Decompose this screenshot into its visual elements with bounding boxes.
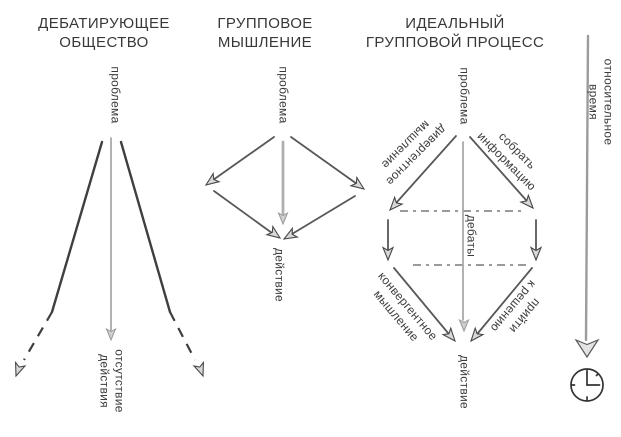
arrowhead [575,339,599,358]
arrowhead [280,227,298,244]
panel1-title-line2: ОБЩЕСТВО [59,34,149,51]
panel2-title: ГРУППОВОЕ МЫШЛЕНИЕ [217,14,312,52]
panel3-outcome-label: действие [457,354,472,410]
diamond-bottom-right [291,195,356,235]
panel2-outcome-label: действие [272,247,287,303]
panel1-outcome-label: отсутствие действия [98,349,127,413]
convergent-arrow [393,267,449,334]
panel1-title: ДЕБАТИРУЮЩЕЕ ОБЩЕСТВО [38,14,170,52]
panel-groupthink-arrows [202,136,368,244]
panel2-title-line1: ГРУППОВОЕ [217,15,313,32]
arrowhead [350,177,368,194]
panel1-title-line1: ДЕБАТИРУЮЩЕЕ [38,15,170,32]
relative-time-label: относительное время [587,58,616,146]
panel1-problem-label: проблема [108,66,123,124]
gather-info-arrow [469,136,527,201]
panel2-title-line2: МЫШЛЕНИЕ [217,34,313,51]
diverge-right-line [119,140,172,314]
arrowhead [193,361,209,379]
panel-debating-society-arrows [10,137,209,379]
panel-ideal-process-arrows [382,135,542,345]
arrowhead [202,173,220,190]
debate-label: дебаты [464,214,479,258]
arrowhead [10,361,26,379]
arrowhead [266,226,284,243]
diverge-right-dashed [169,311,196,361]
panel2-problem-label: проблема [276,66,291,124]
time-line [584,34,590,342]
diverge-left-line [50,140,104,314]
panel3-problem-label: проблема [457,67,472,125]
clock-icon [570,368,604,402]
diamond-top-left [212,136,275,181]
diamond-top-right [290,136,358,185]
panel3-title-line1: ИДЕАЛЬНЫЙ [405,15,505,32]
diverge-left-dashed [23,311,53,361]
panel3-title-line2: ГРУППОВОЙ ПРОЦЕСС [365,34,545,51]
divergent-arrow [396,135,457,203]
panel3-title: ИДЕАЛЬНЫЙ ГРУППОВОЙ ПРОЦЕСС [366,14,544,52]
diamond-bottom-left [213,190,273,234]
decision-arrow [477,267,533,334]
relative-time-arrow [570,34,604,402]
arrowhead [459,319,469,332]
